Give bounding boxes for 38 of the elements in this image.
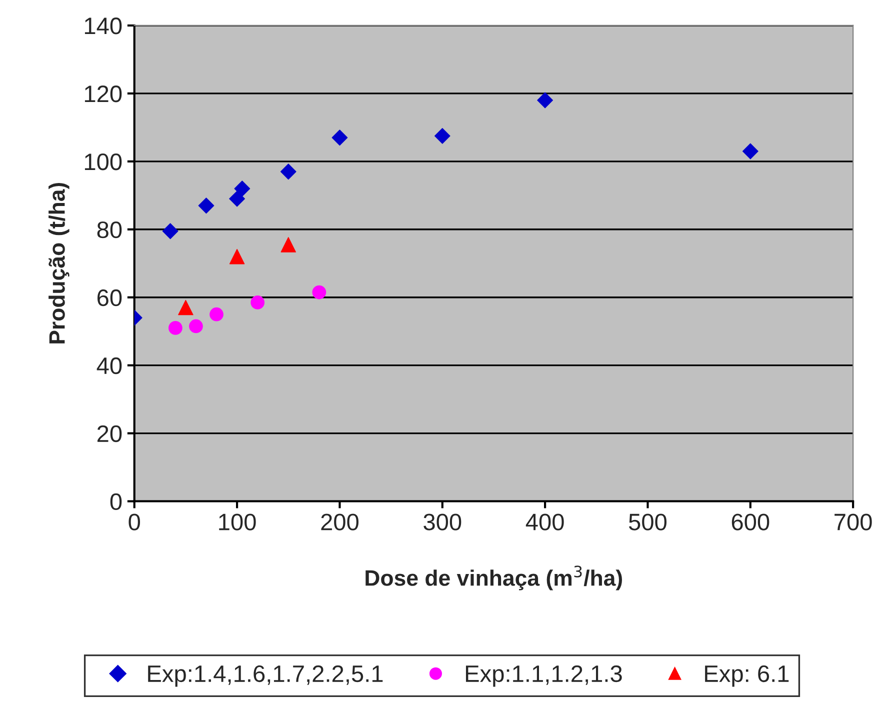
y-tick-label: 140 — [84, 18, 122, 34]
y-tick-label: 20 — [97, 425, 122, 442]
y-tick-label: 60 — [98, 289, 122, 306]
x-tick-label: 500 — [628, 514, 666, 530]
x-tick-label: 600 — [732, 514, 770, 530]
point — [537, 92, 554, 108]
y-tick-label: 100 — [84, 153, 122, 170]
point — [280, 164, 296, 180]
x-tick-label: 200 — [321, 514, 358, 530]
x-tick-label: 400 — [526, 514, 564, 530]
y-tick-label: 80 — [97, 221, 122, 238]
legend-label: Exp:1.4,1.6,1.7,2.2,5.1 — [148, 665, 383, 687]
point — [332, 130, 348, 146]
point — [189, 319, 203, 334]
point — [178, 300, 194, 316]
x-tick-label: 300 — [424, 514, 462, 530]
point — [229, 248, 245, 264]
y-tick-label: 40 — [96, 357, 122, 374]
point — [234, 180, 250, 197]
x-axis-title: Dose de vinhaça (m$^{3}$/ha) — [366, 566, 622, 590]
point — [250, 296, 265, 310]
point — [434, 128, 450, 144]
y-tick-label: 120 — [84, 86, 122, 102]
point — [210, 307, 224, 322]
legend-label: Exp:1.1,1.2,1.3 — [466, 665, 622, 687]
point — [162, 223, 178, 240]
x-tick-label: 700 — [834, 514, 872, 530]
point — [280, 237, 296, 252]
point — [168, 321, 182, 335]
x-tick-label: 100 — [219, 514, 256, 530]
point — [742, 143, 758, 160]
y-axis-title: Produção (t/ha) — [48, 182, 70, 344]
point — [229, 190, 245, 207]
x-tick-label: 0 — [128, 514, 140, 530]
legend-label: Exp: 6.1 — [705, 665, 789, 687]
point — [198, 198, 214, 214]
y-tick-label: 0 — [110, 493, 122, 510]
point — [312, 285, 326, 300]
